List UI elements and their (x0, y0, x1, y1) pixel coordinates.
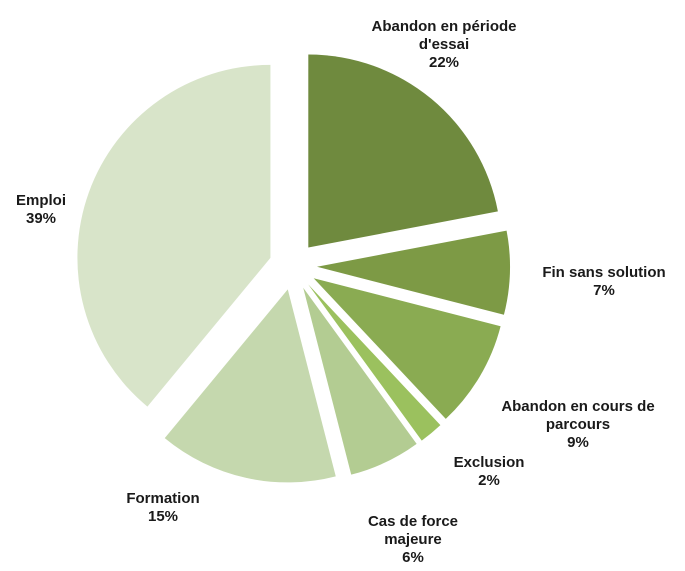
pie-slice (77, 64, 271, 407)
pie-slice (164, 289, 336, 483)
pie-slice (308, 284, 441, 441)
slice-label: Exclusion 2% (439, 454, 539, 490)
value-label: 15% (147, 508, 179, 525)
category-name: Formation (126, 490, 200, 507)
slice-label: Fin sans solution 7% (519, 264, 685, 300)
category-name: Fin sans solution (542, 264, 666, 281)
value-label: 7% (593, 282, 615, 299)
category-name: Emploi (15, 192, 66, 209)
pie-slice (316, 230, 510, 315)
category-name: Abandon en cours de parcours (501, 398, 655, 433)
slice-label: Abandon en cours de parcours 9% (498, 398, 658, 452)
pie-slice (313, 278, 501, 419)
category-name: Exclusion (453, 454, 525, 471)
category-name: Abandon en période d'essai (371, 18, 517, 53)
value-label: 39% (25, 210, 57, 227)
pie-slice (303, 287, 417, 475)
slice-label: Formation 15% (103, 490, 223, 526)
slice-label: Emploi 39% (1, 192, 81, 228)
slice-label: Abandon en période d'essai 22% (369, 18, 519, 72)
value-label: 22% (428, 54, 460, 71)
pie-slice (308, 54, 498, 248)
value-label: 6% (402, 549, 424, 566)
value-label: 9% (567, 434, 589, 451)
value-label: 2% (478, 472, 500, 489)
category-name: Cas de force majeure (367, 513, 459, 548)
slice-label: Cas de force majeure 6% (348, 513, 478, 567)
